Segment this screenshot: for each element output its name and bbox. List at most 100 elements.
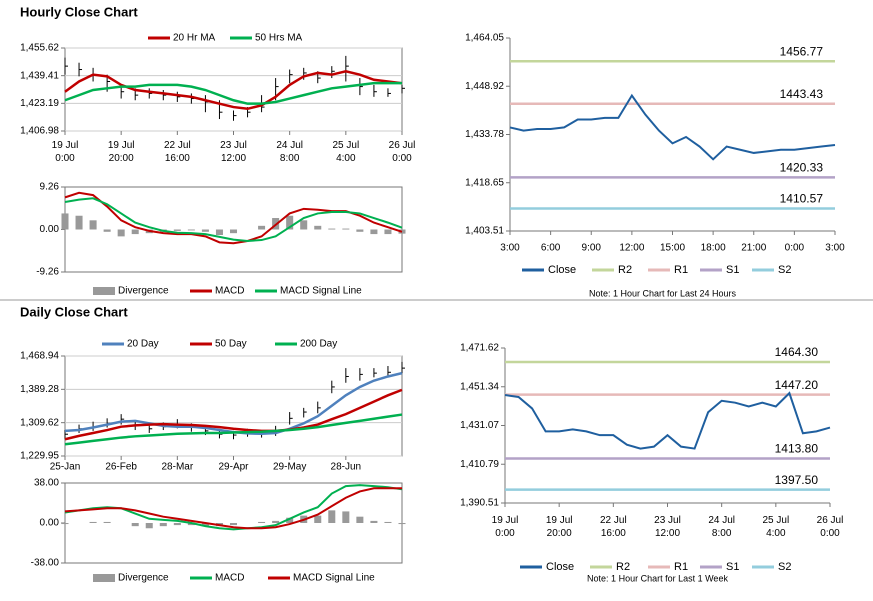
- series-line: [64, 81, 402, 105]
- chart-note: Note: 1 Hour Chart for Last 24 Hours: [589, 288, 737, 298]
- legend-label: 20 Day: [127, 339, 159, 350]
- x-tick-label: 19 Jul 20:00: [546, 515, 573, 539]
- divergence-bar: [173, 523, 181, 526]
- y-tick-label: 1,464.05: [465, 33, 504, 44]
- y-tick-label: 1,403.51: [465, 226, 504, 237]
- legend-swatch: [93, 574, 115, 582]
- legend-label: R1: [674, 561, 688, 573]
- pivot-label: 1420.33: [780, 161, 824, 175]
- pivot-label: 1464.30: [775, 345, 819, 359]
- legend-label: 20 Hr MA: [173, 33, 216, 44]
- legend-label: Close: [546, 561, 574, 573]
- y-tick-label: 9.26: [40, 182, 60, 193]
- y-tick-label: 1,455.62: [20, 43, 59, 54]
- legend-label: R2: [616, 561, 630, 573]
- x-tick-label: 22 Jul 16:00: [600, 515, 627, 539]
- y-tick-label: 1,431.07: [460, 420, 499, 431]
- x-tick-label: 24 Jul 8:00: [708, 515, 735, 539]
- divergence-bar: [342, 511, 350, 523]
- x-tick-label: 19 Jul 0:00: [52, 140, 79, 164]
- divergence-bar: [300, 220, 308, 230]
- series-line: [64, 487, 402, 530]
- y-tick-label: 0.00: [40, 518, 60, 529]
- divergence-bar: [314, 515, 322, 523]
- y-tick-label: 1,439.41: [20, 70, 59, 81]
- divergence-bar: [131, 523, 139, 527]
- series-line: [64, 69, 403, 111]
- legend-label: MACD: [215, 573, 244, 584]
- divergence-bar: [286, 517, 294, 523]
- x-tick-label: 19 Jul 0:00: [492, 515, 519, 539]
- x-tick-label: 23 Jul 12:00: [654, 515, 681, 539]
- x-tick-label: 24 Jul 8:00: [276, 140, 303, 164]
- divergence-bar: [342, 228, 350, 230]
- legend-label: MACD Signal Line: [280, 286, 362, 297]
- divergence-bar: [215, 229, 223, 236]
- y-tick-label: 1,406.98: [20, 126, 59, 137]
- x-tick-label: 22 Jul 16:00: [164, 140, 191, 164]
- y-tick-label: 1,448.92: [465, 81, 504, 92]
- x-tick-label: 9:00: [582, 243, 602, 254]
- x-tick-label: 21:00: [741, 243, 766, 254]
- y-tick-label: 0.00: [40, 224, 60, 235]
- divergence-bar: [272, 520, 280, 523]
- x-tick-label: 3:00: [500, 243, 520, 254]
- divergence-bar: [356, 516, 364, 523]
- y-tick-label: 1,468.94: [20, 351, 59, 362]
- divergence-bar: [286, 215, 294, 230]
- legend-swatch: [93, 287, 115, 295]
- divergence-bar: [89, 521, 97, 523]
- y-tick-label: -38.00: [31, 558, 60, 569]
- legend-label: R1: [674, 264, 688, 276]
- divergence-bar: [61, 213, 69, 230]
- divergence-bar: [187, 523, 195, 526]
- divergence-bar: [103, 521, 111, 523]
- legend-label: S1: [726, 264, 739, 276]
- legend-label: Close: [548, 264, 576, 276]
- divergence-bar: [258, 521, 266, 523]
- section-title: Daily Close Chart: [20, 304, 128, 319]
- legend-label: 200 Day: [300, 339, 337, 350]
- y-tick-label: 1,423.19: [20, 98, 59, 109]
- divergence-bar: [356, 229, 364, 232]
- x-tick-label: 19 Jul 20:00: [108, 140, 135, 164]
- section-title: Hourly Close Chart: [20, 4, 138, 19]
- legend-label: Divergence: [118, 573, 169, 584]
- legend-label: 50 Day: [215, 339, 247, 350]
- divergence-bar: [314, 225, 322, 230]
- series-line: [509, 93, 836, 161]
- y-tick-label: -9.26: [36, 267, 59, 278]
- x-tick-label: 6:00: [541, 243, 561, 254]
- y-tick-label: 1,229.95: [20, 451, 59, 462]
- divergence-bar: [201, 229, 209, 232]
- divergence-bar: [258, 225, 266, 230]
- pivot-label: 1447.20: [775, 378, 819, 392]
- divergence-bar: [89, 220, 97, 230]
- y-tick-label: 1,410.79: [460, 459, 499, 470]
- x-tick-label: 26 Jul 0:00: [817, 515, 844, 539]
- legend-label: S1: [726, 561, 739, 573]
- pivot-label: 1397.50: [775, 473, 819, 487]
- divergence-bar: [159, 523, 167, 527]
- x-tick-label: 26-Feb: [105, 462, 137, 473]
- series-line: [64, 388, 403, 441]
- x-tick-label: 3:00: [825, 243, 845, 254]
- y-tick-label: 1,389.28: [20, 384, 59, 395]
- pivot-label: 1456.77: [780, 44, 824, 58]
- divergence-bar: [145, 523, 153, 529]
- y-tick-label: 38.00: [34, 478, 59, 489]
- divergence-bar: [328, 510, 336, 523]
- y-tick-label: 1,471.62: [460, 343, 499, 354]
- x-tick-label: 29-May: [273, 462, 306, 473]
- y-tick-label: 1,433.78: [465, 129, 504, 140]
- divergence-bar: [384, 521, 392, 523]
- x-tick-label: 26 Jul 0:00: [389, 140, 416, 164]
- divergence-bar: [384, 229, 392, 235]
- x-tick-label: 28-Mar: [161, 462, 193, 473]
- divergence-bar: [75, 215, 83, 230]
- divergence-bar: [187, 229, 195, 231]
- y-tick-label: 1,418.65: [465, 177, 504, 188]
- divergence-bar: [201, 523, 209, 527]
- y-tick-label: 1,309.62: [20, 417, 59, 428]
- divergence-bar: [61, 523, 69, 525]
